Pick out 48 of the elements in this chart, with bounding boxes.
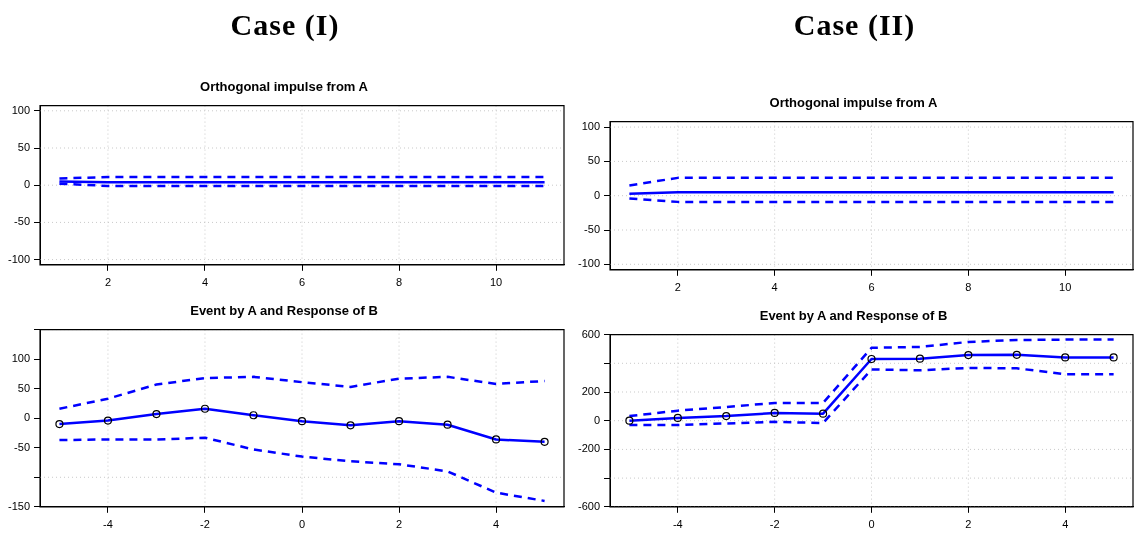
y-tick-label: 0 [23,411,31,424]
y-tick-label: -100 [7,252,31,265]
x-tick-label: 4 [1062,518,1069,531]
chart-title: Event by A and Response of B [190,303,378,319]
y-tick-label: -50 [14,440,31,453]
x-tick-label: 6 [298,276,306,289]
x-tick-label: 2 [104,276,111,289]
y-tick-label: 200 [581,385,601,398]
x-tick-label: 10 [1059,281,1072,294]
y-tick-label: 50 [17,141,31,154]
y-tick-label: -150 [7,499,31,512]
y-tick-label: -50 [584,223,601,236]
x-tick-label: 4 [493,518,500,531]
x-tick-label: 4 [201,276,209,289]
y-tick-label: -50 [14,215,31,228]
y-tick-label: 100 [11,103,31,116]
y-tick-label: 100 [11,352,31,365]
y-tick-label: 100 [581,120,601,133]
x-tick-label: -2 [200,518,210,531]
x-tick-label: 10 [489,276,503,289]
chart-title: Case (I) [229,8,341,42]
y-tick-label: 600 [581,327,601,340]
y-tick-label: 0 [593,413,601,426]
y-tick-label: -200 [577,442,601,455]
x-tick-label: 6 [868,281,875,294]
chart-title: Case (II) [792,8,917,42]
x-tick-label: 2 [965,518,972,531]
x-tick-label: -4 [672,518,683,531]
x-tick-label: 2 [395,518,403,531]
y-tick-label: 0 [23,178,31,191]
chart-title: Event by A and Response of B [759,308,948,324]
y-tick-label: -100 [577,257,601,270]
x-tick-label: -2 [769,518,780,531]
x-tick-label: 0 [298,518,306,531]
x-tick-label: 8 [395,276,403,289]
y-tick-label: 50 [17,381,31,394]
y-tick-label: 50 [587,154,601,167]
x-tick-label: 4 [771,281,778,294]
chart-subtitle: Orthogonal impulse from A [769,95,939,111]
x-tick-label: 8 [965,281,972,294]
line-series [58,436,546,503]
y-tick-label: 0 [593,188,601,201]
y-tick-label: -600 [577,499,601,512]
x-tick-label: 2 [674,281,681,294]
x-tick-label: 0 [868,518,875,531]
chart-subtitle: Orthogonal impulse from A [200,79,369,95]
x-tick-label: -4 [103,518,113,531]
line-series [58,375,546,410]
